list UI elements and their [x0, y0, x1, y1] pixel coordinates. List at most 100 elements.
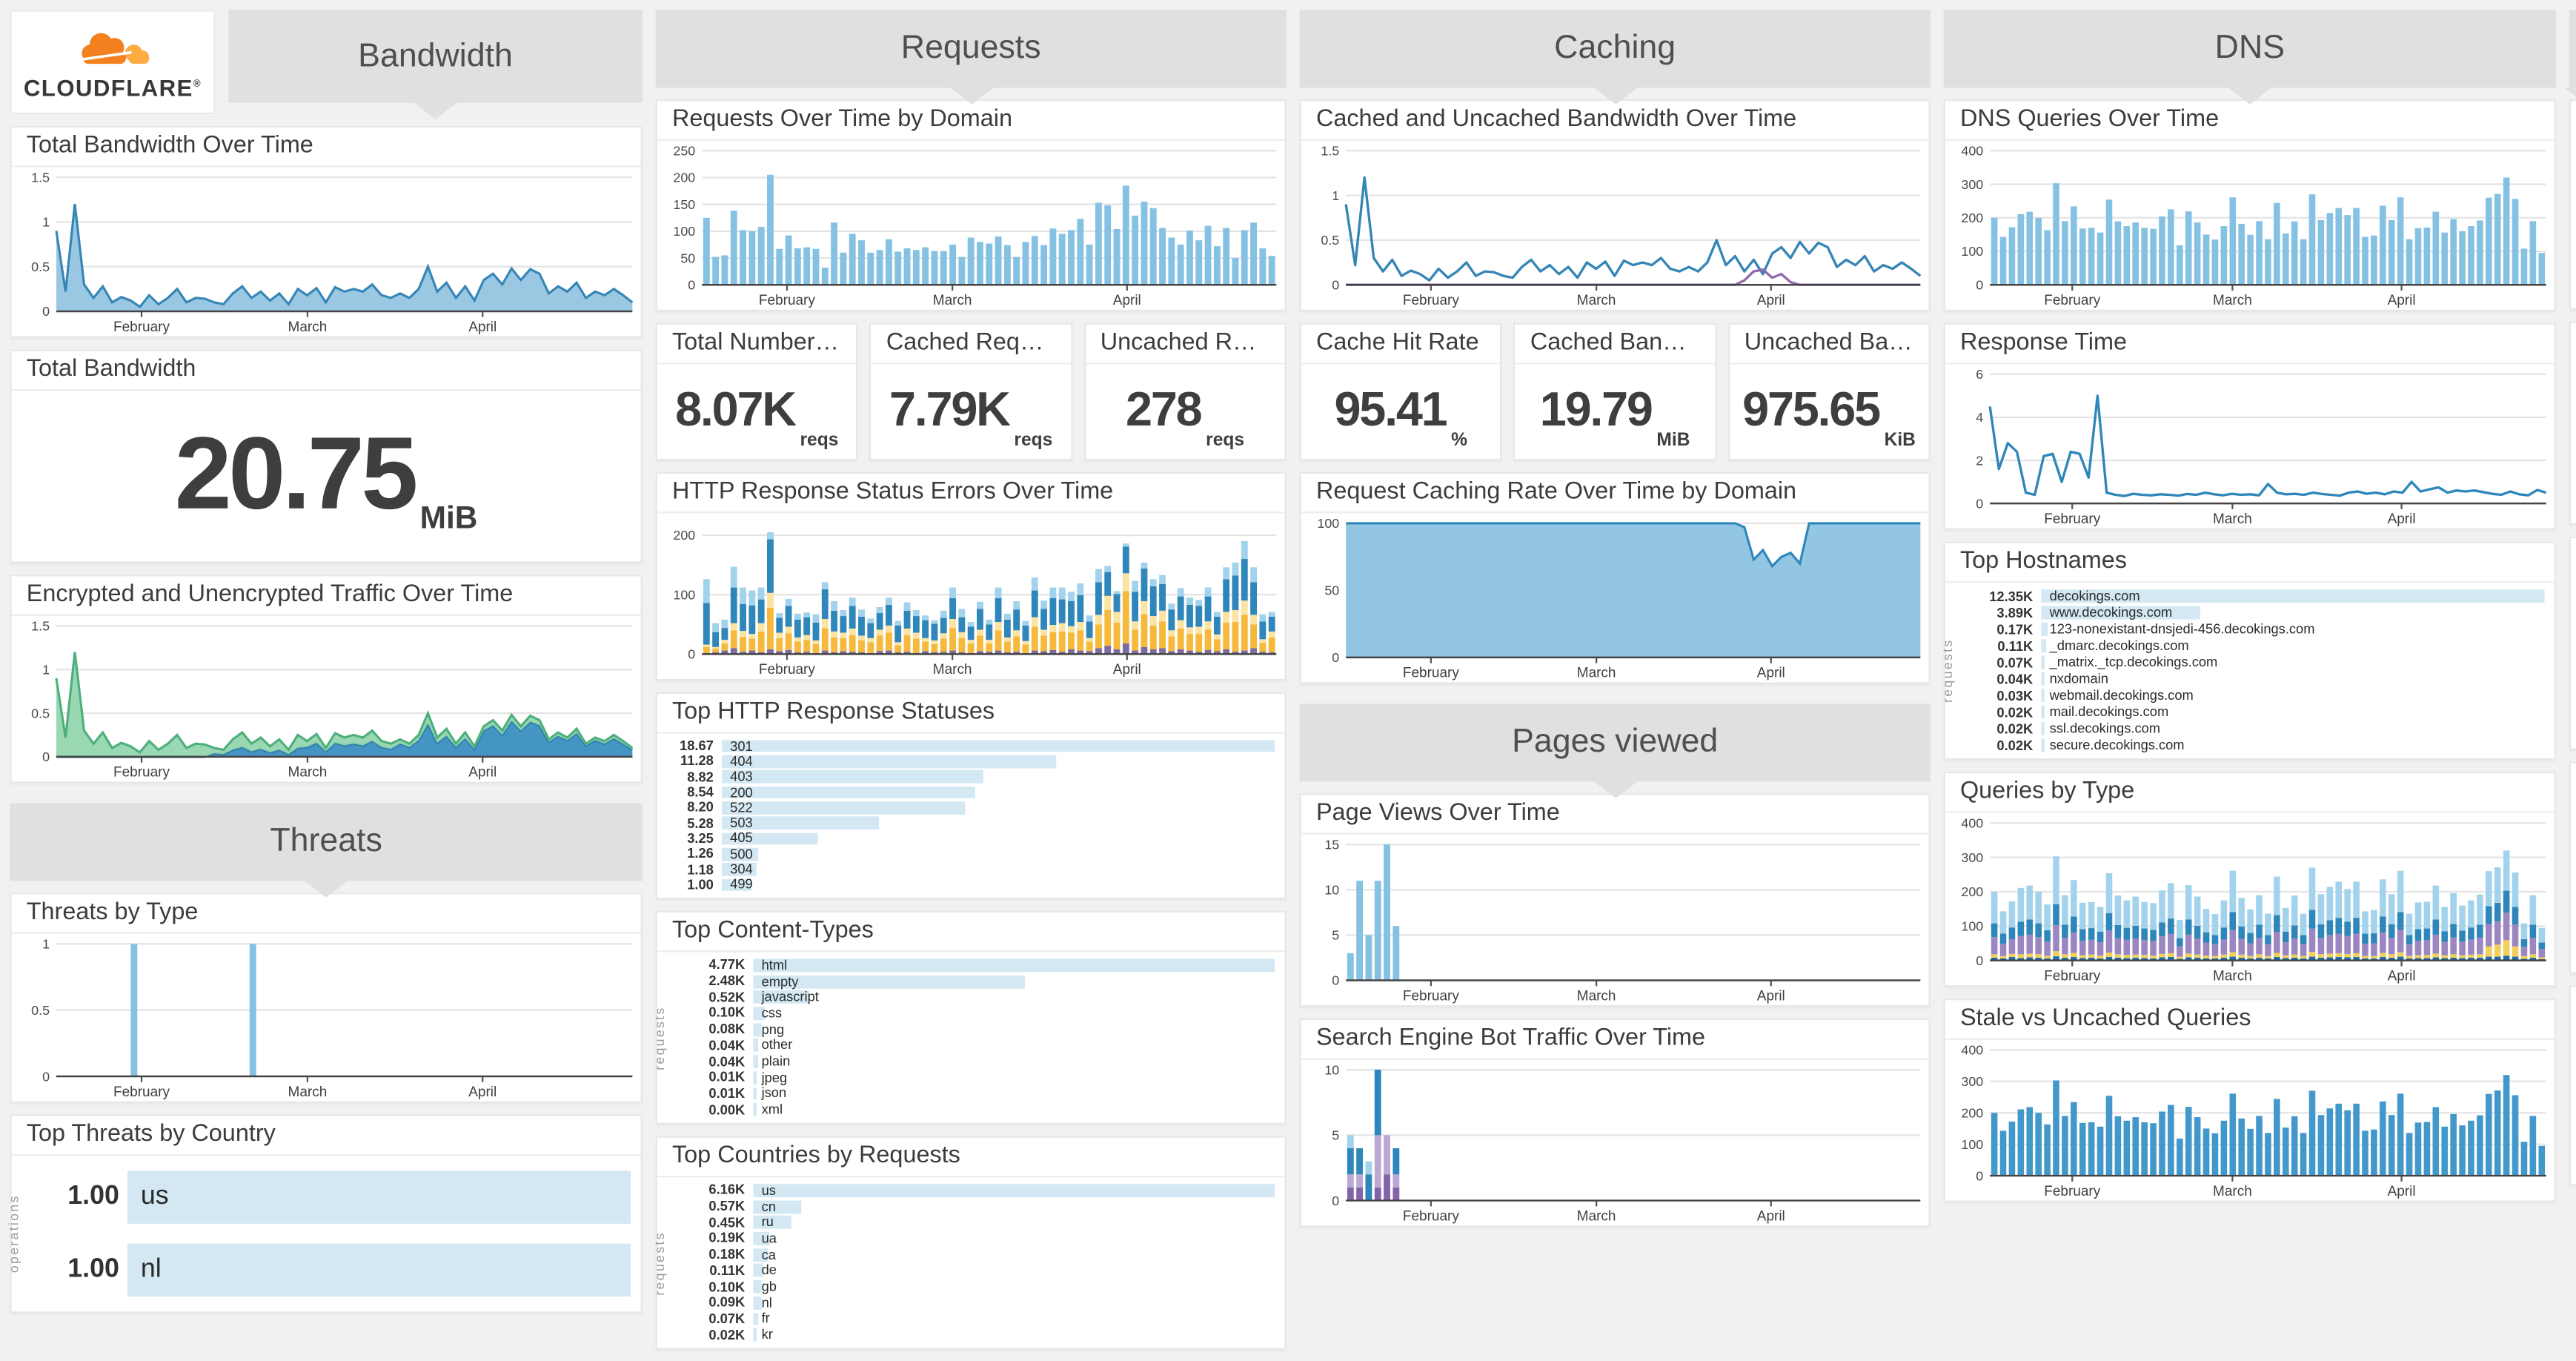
bandwidth-column: CLOUDFLARE® Bandwidth Total Bandwidth Ov… — [7, 10, 643, 1325]
list-item: 8.20 522 — [657, 800, 1275, 815]
list-item-label: other — [761, 1038, 793, 1053]
svg-text:0: 0 — [1976, 496, 1983, 511]
section-header-bandwidth[interactable]: Bandwidth — [228, 10, 643, 119]
list-item-bar-track: empty — [753, 974, 1275, 989]
list-item: 1.18 304 — [657, 861, 1275, 877]
list-item-bar-track: www.decokings.com — [2041, 605, 2544, 620]
list-item-bar-track: mail.decokings.com — [2041, 705, 2544, 720]
list-item-value: 11.28 — [680, 754, 714, 769]
panel-title: Cached Requests — [871, 325, 1071, 365]
svg-text:April: April — [1113, 662, 1141, 678]
list-item-bar-track: xml — [753, 1102, 1275, 1117]
list-item-bar-track: 405 — [721, 831, 1275, 846]
cloudflare-logo[interactable]: CLOUDFLARE® — [10, 10, 216, 115]
svg-text:April: April — [2388, 1184, 2416, 1199]
list-item: 0.04K other — [679, 1038, 1275, 1054]
list-item-label: _dmarc.decokings.com — [2049, 638, 2189, 654]
list-item-bar — [753, 958, 1275, 972]
svg-text:100: 100 — [1317, 516, 1339, 531]
list-item-label: 403 — [730, 769, 753, 785]
response-time-line-chart: 0 2 4 6 February March April — [1945, 364, 2555, 528]
section-header-caching[interactable]: Caching — [1299, 10, 1931, 105]
list-item: 4.77K html — [679, 957, 1275, 973]
section-header-threats[interactable]: Threats — [10, 803, 643, 898]
list-item-bar — [721, 817, 879, 830]
list-item: 0.04K plain — [679, 1053, 1275, 1070]
list-item: 0.52K javascript — [679, 990, 1275, 1006]
caching-stats-row: Cache Hit Rate 95.41 % Cached Bandwidth … — [1299, 322, 1931, 461]
list-item-bar-track: nl — [127, 1244, 631, 1297]
panel-title: Queries by Type — [1945, 773, 2555, 813]
list-item-value: 8.54 — [687, 784, 714, 801]
cutoff-panel — [2569, 321, 2576, 526]
list-item-bar-track: other — [753, 1038, 1275, 1053]
list-item-bar — [2041, 721, 2045, 736]
list-item-label: de — [761, 1263, 777, 1279]
list-item-value: 5.28 — [687, 815, 714, 831]
list-item-value: 0.03K — [1996, 688, 2034, 703]
svg-text:March: March — [1577, 1208, 1616, 1224]
list-item-bar-track: 301 — [721, 738, 1275, 754]
panel-top-countries: Top Countries by Requests requests 6.16K u… — [652, 1136, 1287, 1350]
list-item-value: 0.08K — [708, 1021, 746, 1037]
panel-top-http-statuses: Top HTTP Response Statuses 18.67 301 11.28… — [655, 692, 1287, 900]
list-item-value: 0.11K — [1997, 638, 2034, 654]
uncached-requests-stat: 278 reqs — [1086, 364, 1285, 458]
panel-title: Top Countries by Requests — [657, 1138, 1285, 1178]
list-item-value: 0.10K — [708, 1279, 746, 1294]
list-item-bar — [753, 1007, 765, 1020]
list-item-label: 301 — [730, 738, 753, 754]
svg-text:March: March — [2213, 511, 2252, 527]
list-item-value: 2.48K — [708, 973, 746, 989]
list-item-bar — [2041, 672, 2045, 686]
requests-over-time-bar-chart: 0 50 100 150 200 250 February March April — [657, 141, 1285, 310]
list-item-bar-track: _matrix._tcp.decokings.com — [2041, 655, 2544, 670]
panel-title: Top Hostnames — [1945, 543, 2555, 583]
cached-uncached-line-chart: 0 0.5 1 1.5 February March April — [1301, 141, 1929, 310]
stale-uncached-bar-chart: 0 100 200 300 400 February March April — [1945, 1040, 2555, 1201]
list-item-bar — [753, 1103, 757, 1116]
svg-text:10: 10 — [1324, 883, 1339, 898]
list-item-label: 522 — [730, 800, 753, 815]
svg-text:March: March — [1577, 988, 1616, 1004]
svg-text:4: 4 — [1976, 410, 1983, 425]
svg-text:February: February — [2044, 293, 2100, 308]
svg-text:15: 15 — [1324, 838, 1339, 852]
list-item: 3.25 405 — [657, 831, 1275, 847]
list-item-bar-track: nxdomain — [2041, 672, 2544, 686]
section-header-requests[interactable]: Requests — [655, 10, 1287, 105]
panel-encrypted-traffic: Encrypted and Unencrypted Traffic Over T… — [10, 574, 643, 784]
svg-text:March: March — [933, 662, 972, 678]
list-item-bar-track: ru — [753, 1215, 1275, 1230]
uncached-bandwidth-stat: 975.65 KiB — [1730, 364, 1929, 458]
list-item-value: 3.25 — [687, 831, 714, 847]
list-item: 0.19K ua — [679, 1231, 1275, 1247]
svg-text:0.5: 0.5 — [31, 259, 50, 274]
svg-text:10: 10 — [1324, 1062, 1339, 1077]
section-header-dns[interactable]: DNS — [1943, 10, 2557, 105]
panel-stale-uncached: Stale vs Uncached Queries 0 100 200 300 400 F… — [1943, 999, 2557, 1202]
cache-hit-rate-stat: 95.41 % — [1301, 364, 1501, 458]
section-title: Bandwidth — [358, 37, 513, 74]
list-item-bar-track: cn — [753, 1199, 1275, 1214]
svg-text:100: 100 — [673, 224, 695, 239]
list-item-value: 0.07K — [1996, 655, 2034, 670]
dns-queries-bar-chart: 0 100 200 300 400 February March April — [1945, 141, 2555, 310]
svg-text:400: 400 — [1961, 144, 1983, 159]
panel-title: Top HTTP Response Statuses — [657, 694, 1285, 734]
list-item-bar-track: javascript — [753, 990, 1275, 1004]
list-item-value: 6.16K — [708, 1182, 746, 1198]
panel-total-requests-stat: Total Number of Re... 8.07K reqs — [655, 322, 858, 461]
list-item-bar — [753, 1264, 763, 1278]
page-views-bar-chart: 0 5 10 15 February March April — [1301, 835, 1929, 1005]
list-item: 1.00 us — [33, 1168, 631, 1227]
list-item-label: 499 — [730, 877, 753, 893]
svg-text:April: April — [2388, 511, 2416, 527]
list-item-bar-track: ssl.decokings.com — [2041, 721, 2544, 736]
panel-title: Cache Hit Rate — [1301, 325, 1501, 365]
section-title: Requests — [900, 30, 1041, 67]
svg-text:0.5: 0.5 — [31, 706, 50, 721]
list-item: 0.02K secure.decokings.com — [1967, 737, 2545, 753]
section-header-pages-viewed[interactable]: Pages viewed — [1299, 703, 1931, 798]
panel-uncached-requests-stat: Uncached Requests 278 reqs — [1083, 322, 1287, 461]
